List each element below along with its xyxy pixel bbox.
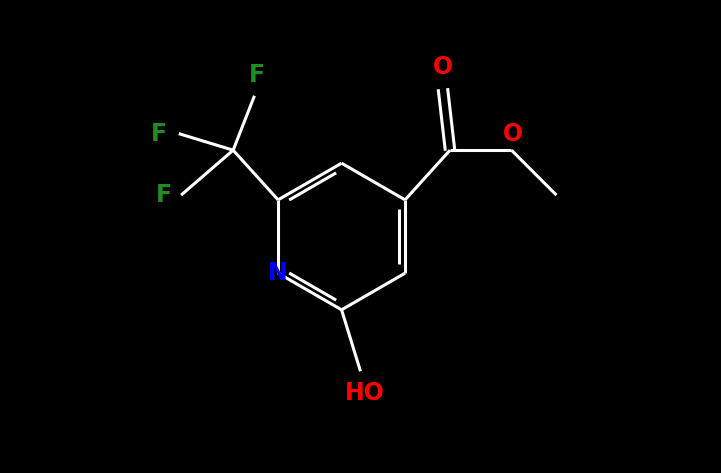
Text: F: F	[156, 183, 172, 207]
Text: N: N	[268, 261, 288, 285]
Text: O: O	[433, 55, 453, 79]
Text: F: F	[151, 122, 167, 146]
Text: F: F	[249, 63, 265, 87]
Text: HO: HO	[345, 381, 385, 405]
Text: O: O	[503, 123, 523, 147]
